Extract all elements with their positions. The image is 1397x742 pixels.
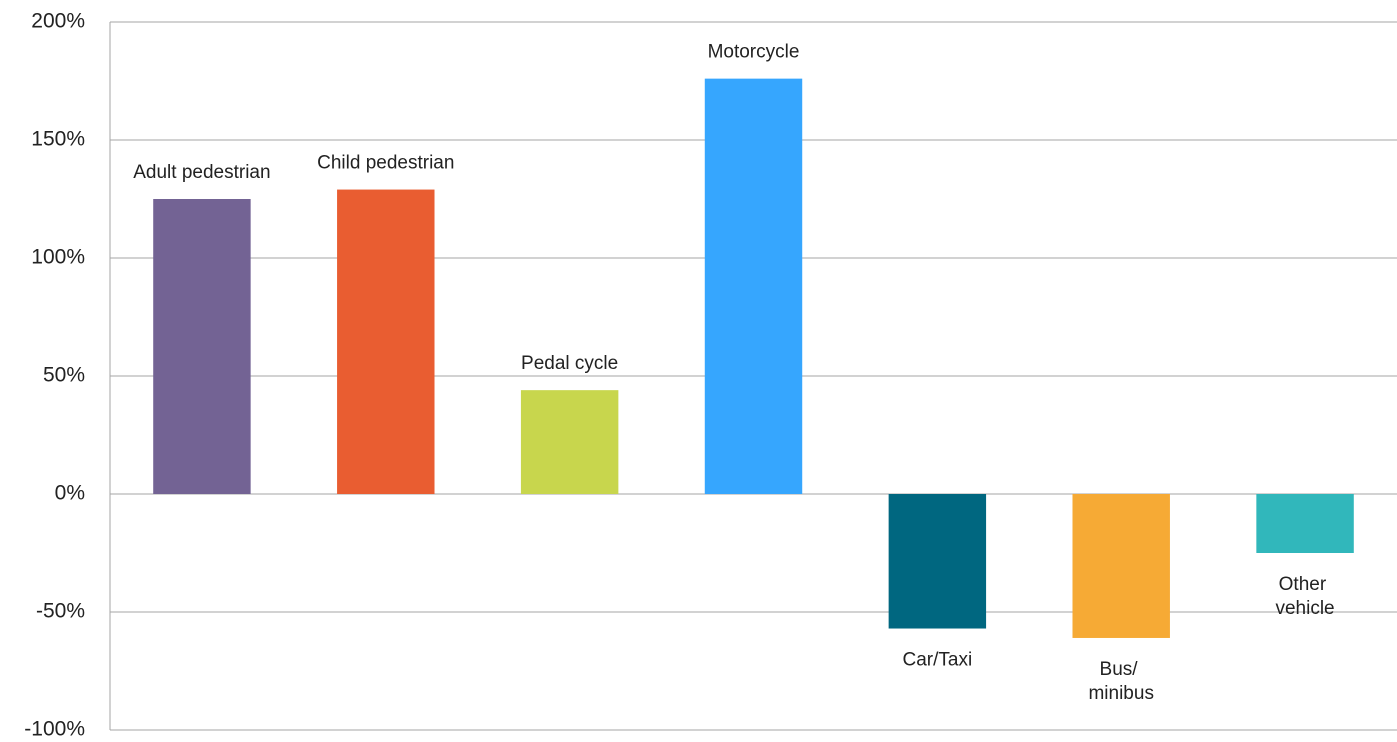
y-tick-label: 200% xyxy=(31,10,85,33)
category-label: Motorcycle xyxy=(708,42,800,63)
bar xyxy=(1072,494,1170,638)
category-label: Car/Taxi xyxy=(903,650,973,671)
y-tick-label: -50% xyxy=(36,600,85,623)
y-tick-label: 100% xyxy=(31,246,85,269)
y-tick-label: 50% xyxy=(43,364,85,387)
category-label: Pedal cycle xyxy=(521,353,618,374)
bar xyxy=(704,78,803,494)
category-label: Child pedestrian xyxy=(317,153,454,174)
category-label: Other vehicle xyxy=(1275,574,1334,619)
y-tick-label: 150% xyxy=(31,128,85,151)
bar xyxy=(153,199,251,494)
bar xyxy=(337,189,435,494)
category-label: Adult pedestrian xyxy=(133,162,270,183)
bar xyxy=(888,494,987,629)
y-tick-label: 0% xyxy=(55,482,85,505)
bar xyxy=(1256,494,1354,553)
category-label: Bus/ minibus xyxy=(1088,659,1153,704)
bar xyxy=(520,390,619,494)
y-tick-label: -100% xyxy=(24,718,85,741)
